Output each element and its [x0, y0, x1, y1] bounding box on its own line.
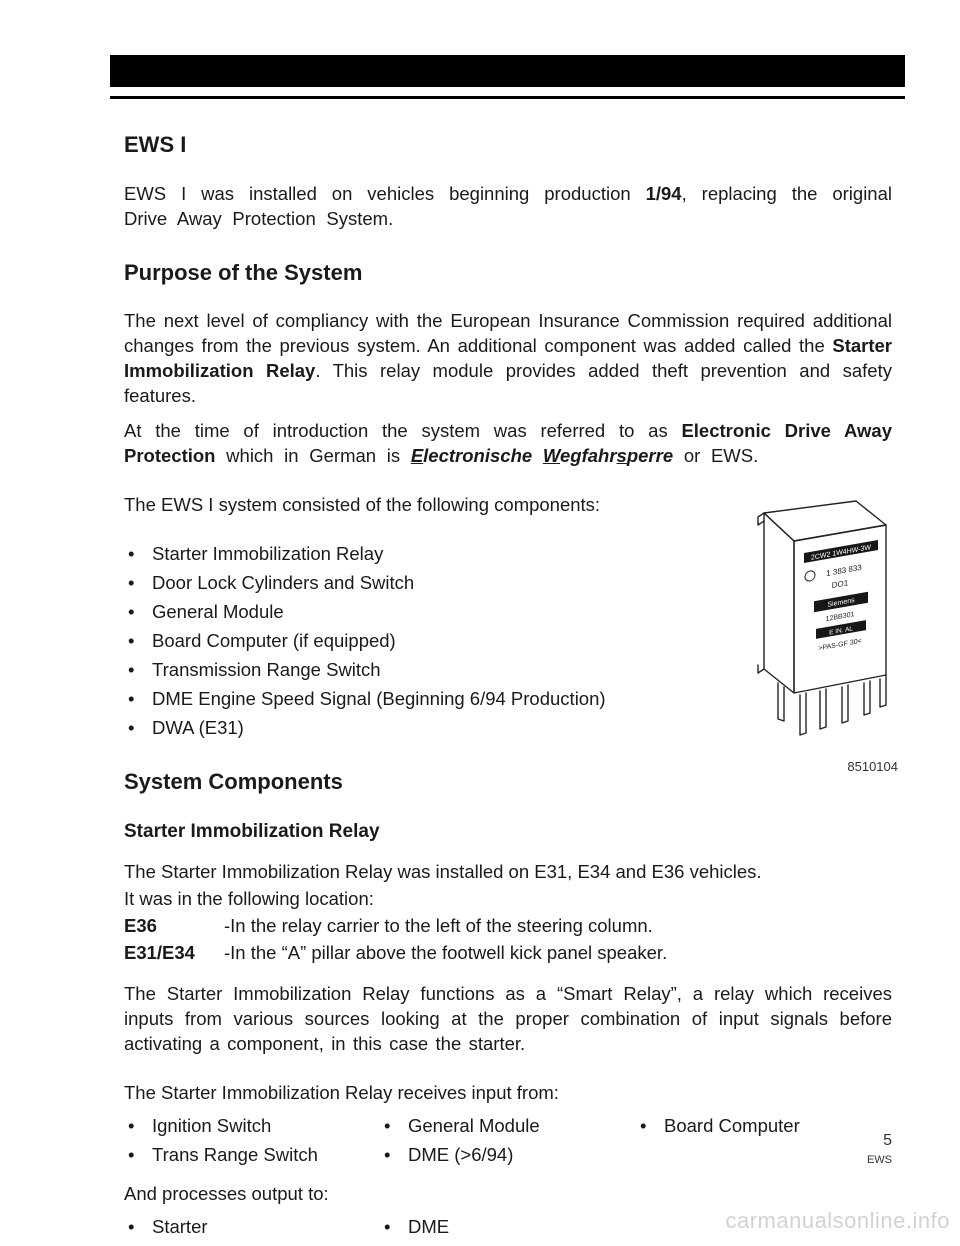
- page-content: EWS I EWS I was installed on vehicles be…: [124, 130, 892, 1246]
- footer-label: EWS: [867, 1154, 892, 1166]
- system-components-heading: System Components: [124, 767, 892, 797]
- purpose-p1: The next level of compliancy with the Eu…: [124, 309, 892, 409]
- ews-s: s: [617, 445, 627, 466]
- location-label-e36: E36: [124, 914, 224, 939]
- intro-paragraph: EWS I was installed on vehicles beginnin…: [124, 182, 892, 232]
- list-item: Board Computer: [636, 1114, 892, 1139]
- header-rule: [110, 96, 905, 99]
- list-item-label: Trans Range Switch: [152, 1144, 318, 1165]
- purpose-p1-a: The next level of compliancy with the Eu…: [124, 310, 892, 356]
- list-item-label: DME: [408, 1216, 449, 1237]
- inputs-columns: Ignition Switch Trans Range Switch Gener…: [124, 1108, 892, 1174]
- list-item-label: Starter: [152, 1216, 208, 1237]
- location-row: E31/E34 -In the “A” pillar above the foo…: [124, 941, 892, 966]
- ews-perre: perre: [627, 445, 673, 466]
- purpose-p2: At the time of introduction the system w…: [124, 419, 892, 469]
- relay-illustration: 2CW2 1W4HW-3W 1 383 833 DO1 Siemens 12BB…: [708, 497, 898, 757]
- purpose-p2-b: which in German is: [215, 445, 410, 466]
- list-item-label: General Module: [408, 1115, 540, 1136]
- list-item-label: Board Computer: [664, 1115, 800, 1136]
- relay-p1: The Starter Immobilization Relay was ins…: [124, 860, 892, 885]
- list-item: DME (>6/94): [380, 1143, 636, 1168]
- list-item-label: DME (>6/94): [408, 1144, 513, 1165]
- inputs-col2: General Module DME (>6/94): [380, 1114, 636, 1168]
- list-item: Starter: [124, 1215, 380, 1240]
- inputs-col1: Ignition Switch Trans Range Switch: [124, 1114, 380, 1168]
- intro-bold: 1/94: [646, 183, 682, 204]
- location-label-e31e34: E31/E34: [124, 941, 224, 966]
- list-item-label: Board Computer (if equipped): [152, 630, 396, 651]
- list-item-label: DME Engine Speed Signal (Beginning 6/94 …: [152, 688, 606, 709]
- list-item-label: Transmission Range Switch: [152, 659, 381, 680]
- purpose-p2-c: or EWS.: [673, 445, 758, 466]
- list-item-label: General Module: [152, 601, 284, 622]
- ews-l: lectronische: [423, 445, 543, 466]
- relay-label-3: DO1: [832, 578, 849, 590]
- watermark: carmanualsonline.info: [725, 1208, 950, 1234]
- list-item: General Module: [380, 1114, 636, 1139]
- intro-text-a: EWS I was installed on vehicles beginnin…: [124, 183, 646, 204]
- inputs-col3: Board Computer: [636, 1114, 892, 1139]
- list-item-label: Starter Immobilization Relay: [152, 543, 383, 564]
- relay-label-5: 12BB301: [826, 611, 855, 623]
- section-title: EWS I: [124, 130, 892, 160]
- list-item-label: Ignition Switch: [152, 1115, 271, 1136]
- figure-caption: 8510104: [847, 758, 898, 776]
- relay-p2: The Starter Immobilization Relay functio…: [124, 982, 892, 1057]
- relay-label-7: >PAS-GF 30<: [818, 638, 861, 653]
- ews-eg: egfahr: [560, 445, 617, 466]
- list-item: Trans Range Switch: [124, 1143, 380, 1168]
- location-text-e36: -In the relay carrier to the left of the…: [224, 914, 653, 939]
- list-item-label: Door Lock Cylinders and Switch: [152, 572, 414, 593]
- outputs-intro: And processes output to:: [124, 1182, 892, 1207]
- outputs-col2: DME: [380, 1215, 636, 1240]
- list-item-label: DWA (E31): [152, 717, 244, 738]
- purpose-heading: Purpose of the System: [124, 258, 892, 288]
- list-item: DME: [380, 1215, 636, 1240]
- header-black-bar: [110, 55, 905, 87]
- page: EWS I EWS I was installed on vehicles be…: [0, 0, 960, 1242]
- outputs-col1: Starter: [124, 1215, 380, 1240]
- ews-W: W: [543, 445, 560, 466]
- ews-E: E: [411, 445, 423, 466]
- starter-relay-subheading: Starter Immobilization Relay: [124, 819, 892, 845]
- page-number: 5: [883, 1132, 892, 1150]
- relay-p1b: It was in the following location:: [124, 887, 892, 912]
- location-text-e31e34: -In the “A” pillar above the footwell ki…: [224, 941, 667, 966]
- inputs-intro: The Starter Immobilization Relay receive…: [124, 1081, 892, 1106]
- location-row: E36 -In the relay carrier to the left of…: [124, 914, 892, 939]
- list-item: Ignition Switch: [124, 1114, 380, 1139]
- purpose-p2-a: At the time of introduction the system w…: [124, 420, 681, 441]
- components-block: The EWS I system consisted of the follow…: [124, 493, 892, 796]
- relay-label-2: 1 383 833: [826, 563, 862, 578]
